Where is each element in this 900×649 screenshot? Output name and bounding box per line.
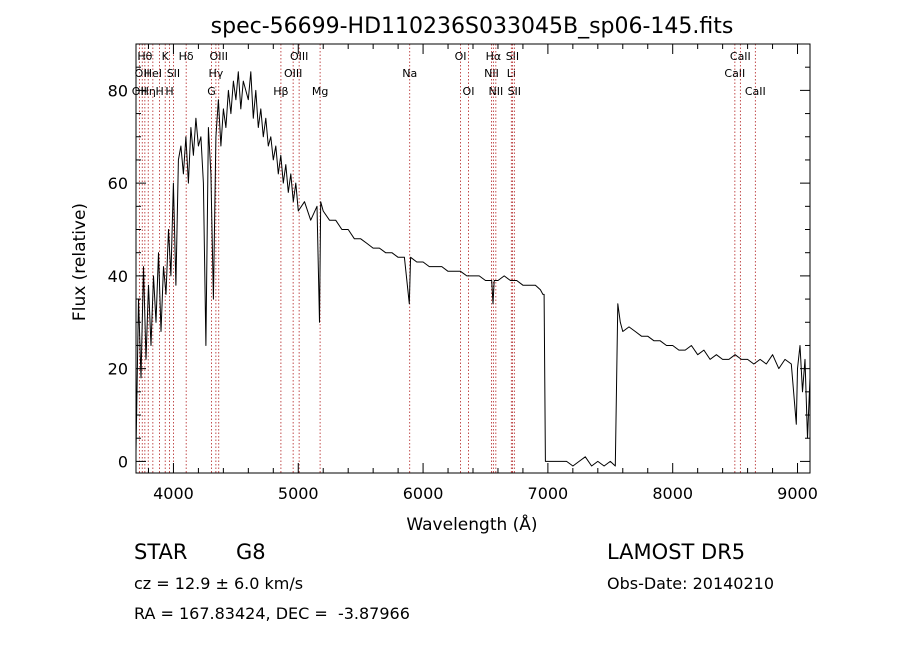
marker-label-11-0: Hγ: [208, 67, 223, 80]
marker-label-10-0: G: [207, 85, 216, 98]
x-axis-label: Wavelength (Å): [406, 513, 537, 535]
marker-label-24-0: SII: [506, 50, 519, 63]
marker-label-19-0: OI: [463, 85, 475, 98]
marker-label-25-0: SII: [508, 85, 521, 98]
y-tick-label-3: 60: [108, 174, 128, 193]
marker-label-14-0: OIII: [284, 67, 302, 80]
marker-label-7-0: H: [165, 85, 173, 98]
spectral-line-markers: OIIOIIHθHηHeIHKHSIIHδGHγOIIIHβOIIIOIIIMg…: [132, 44, 766, 473]
marker-label-6-0: K: [162, 50, 170, 63]
y-tick-label-0: 0: [118, 452, 128, 471]
spectrum-line-0: [135, 71, 811, 467]
y-tick-label-1: 20: [108, 360, 128, 379]
marker-label-22-0: NII: [488, 85, 503, 98]
x-tick-label-0: 4000: [153, 484, 194, 503]
marker-label-13-0: Hβ: [273, 85, 288, 98]
subclass-label: G8: [236, 540, 266, 564]
plot-frame: [135, 43, 811, 474]
y-axis-label: Flux (relative): [70, 203, 90, 321]
x-tick-label-2: 6000: [403, 484, 444, 503]
marker-label-15-0: OIII: [290, 50, 308, 63]
marker-label-8-0: SII: [167, 67, 180, 80]
marker-label-2-0: Hθ: [137, 50, 152, 63]
marker-label-1-0: OII: [135, 67, 150, 80]
marker-label-3-0: Hη: [141, 85, 156, 98]
obs-date: Obs-Date: 20140210: [607, 574, 775, 593]
marker-label-5-0: H: [155, 85, 163, 98]
marker-label-28-0: CaII: [745, 85, 766, 98]
coordinates: RA = 167.83424, DEC = -3.87966: [134, 604, 410, 623]
x-tick-label-1: 5000: [278, 484, 319, 503]
x-tick-label-5: 9000: [777, 484, 818, 503]
chart-title: spec-56699-HD110236S033045B_sp06-145.fit…: [211, 14, 734, 39]
axes: 4000 5000 6000 7000 8000 9000 0 20 40 60 80: [108, 43, 818, 503]
marker-label-27-0: CaII: [730, 50, 751, 63]
survey-label: LAMOST DR5: [607, 540, 746, 564]
marker-label-21-0: Hα: [486, 50, 502, 63]
marker-label-18-0: OI: [455, 50, 467, 63]
marker-label-23-0: Li: [507, 67, 516, 80]
marker-label-20-0: NII: [484, 67, 499, 80]
marker-label-4-0: HeI: [144, 67, 162, 80]
marker-label-16-0: Mg: [312, 85, 328, 98]
spectrum-series: [135, 71, 811, 467]
marker-label-9-0: Hδ: [179, 50, 194, 63]
marker-label-12-0: OIII: [210, 50, 228, 63]
marker-label-26-0: CaII: [724, 67, 745, 80]
class-label: STAR: [134, 540, 188, 564]
y-tick-label-4: 80: [108, 81, 128, 100]
x-tick-label-4: 8000: [652, 484, 693, 503]
y-tick-label-2: 40: [108, 267, 128, 286]
x-tick-label-3: 7000: [528, 484, 569, 503]
marker-label-17-0: Na: [402, 67, 417, 80]
cz-value: cz = 12.9 ± 6.0 km/s: [134, 574, 304, 593]
